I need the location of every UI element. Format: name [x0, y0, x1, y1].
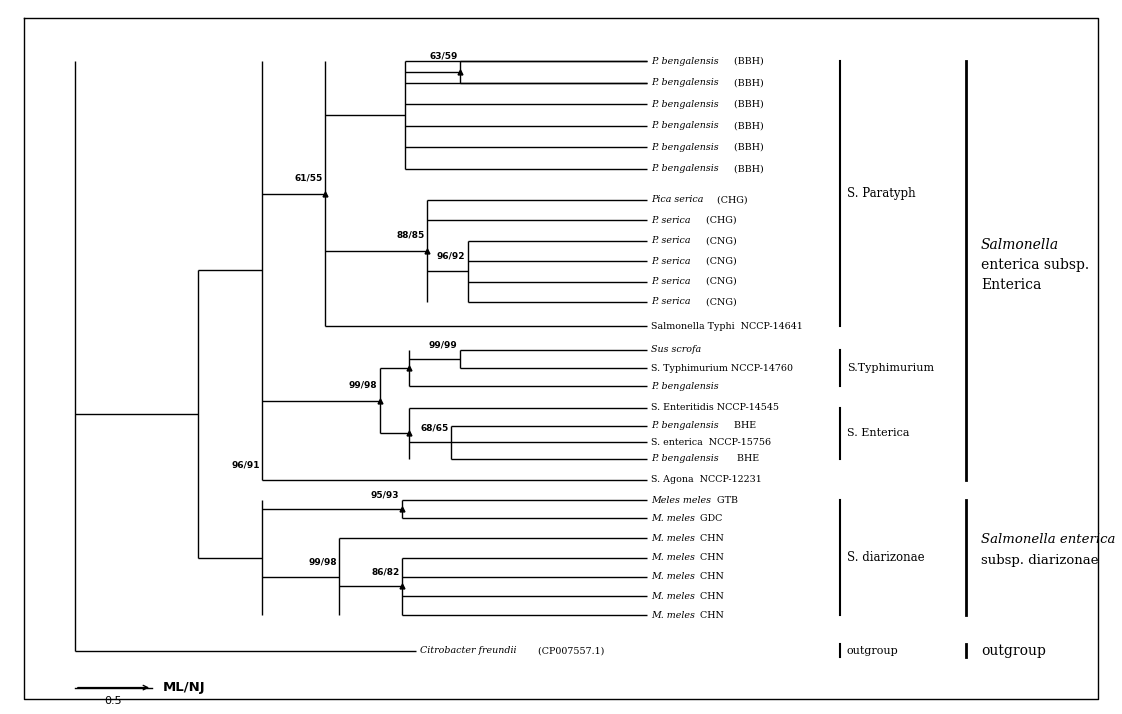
Text: Enterica: Enterica — [981, 278, 1041, 292]
Text: P. serica: P. serica — [651, 256, 691, 266]
Text: (BBH): (BBH) — [732, 100, 764, 109]
Text: 95/93: 95/93 — [371, 491, 399, 499]
Text: CHN: CHN — [697, 611, 724, 620]
Text: P. serica (CNG): P. serica (CNG) — [651, 256, 725, 266]
Text: GDC: GDC — [697, 514, 723, 523]
Text: 99/98: 99/98 — [349, 381, 377, 390]
Text: Salmonella: Salmonella — [981, 238, 1059, 252]
Text: BHE: BHE — [732, 454, 760, 463]
Text: M. meles: M. meles — [651, 592, 695, 600]
Text: M. meles: M. meles — [651, 534, 695, 543]
Text: Salmonella Typhi  NCCP-14641: Salmonella Typhi NCCP-14641 — [651, 321, 803, 331]
Text: Citrobacter freundii (CP007557.1): Citrobacter freundii (CP007557.1) — [421, 646, 586, 655]
Text: (BBH): (BBH) — [732, 78, 764, 87]
Text: 86/82: 86/82 — [371, 568, 399, 577]
Text: M. meles: M. meles — [651, 514, 695, 523]
Text: 96/91: 96/91 — [231, 461, 259, 470]
Text: Pica serica (CHG): Pica serica (CHG) — [651, 196, 737, 204]
Text: P. bengalensis: P. bengalensis — [651, 100, 719, 109]
Text: S. Typhimurium NCCP-14760: S. Typhimurium NCCP-14760 — [651, 363, 793, 373]
Text: (CHG): (CHG) — [702, 216, 736, 225]
Text: P. bengalensis  BHE: P. bengalensis BHE — [651, 454, 747, 463]
Text: CHN: CHN — [697, 573, 724, 581]
Text: P. serica: P. serica — [651, 236, 691, 245]
Text: P. serica (CHG): P. serica (CHG) — [651, 216, 725, 225]
Text: M. meles GDC: M. meles GDC — [651, 514, 720, 523]
Text: (BBH): (BBH) — [732, 56, 764, 66]
Text: (CNG): (CNG) — [702, 298, 736, 306]
Text: P. bengalensis: P. bengalensis — [651, 454, 719, 463]
Text: 0.5: 0.5 — [104, 696, 122, 706]
Text: outgroup: outgroup — [847, 645, 899, 655]
Text: (CNG): (CNG) — [702, 277, 736, 286]
Text: P. bengalensis BHE: P. bengalensis BHE — [651, 421, 744, 431]
Text: 68/65: 68/65 — [421, 423, 449, 433]
Text: CHN: CHN — [697, 553, 724, 562]
Text: M. meles CHN: M. meles CHN — [651, 592, 723, 600]
Text: S. Enterica: S. Enterica — [847, 428, 910, 438]
Text: P. serica: P. serica — [651, 277, 691, 286]
Text: Salmonella enterica: Salmonella enterica — [981, 533, 1115, 545]
Text: enterica subsp.: enterica subsp. — [981, 258, 1089, 272]
Text: 99/98: 99/98 — [309, 558, 337, 567]
Text: M. meles CHN: M. meles CHN — [651, 573, 723, 581]
Text: P. bengalensis (BBH): P. bengalensis (BBH) — [651, 99, 752, 109]
Text: P. bengalensis: P. bengalensis — [651, 382, 719, 391]
Text: P. bengalensis: P. bengalensis — [651, 164, 719, 173]
Text: P. serica (CNG): P. serica (CNG) — [651, 277, 725, 286]
Text: Sus scrofa: Sus scrofa — [651, 346, 701, 354]
Text: P. bengalensis (BBH): P. bengalensis (BBH) — [651, 78, 752, 87]
Text: ML/NJ: ML/NJ — [163, 681, 205, 694]
Text: (CNG): (CNG) — [702, 236, 736, 245]
Text: P. bengalensis: P. bengalensis — [651, 56, 719, 66]
Text: Meles meles GTB: Meles meles GTB — [651, 496, 735, 505]
Text: 99/99: 99/99 — [429, 340, 458, 349]
Text: (BBH): (BBH) — [732, 143, 764, 151]
Text: S. Agona  NCCP-12231: S. Agona NCCP-12231 — [651, 476, 762, 484]
Text: P. bengalensis (BBH): P. bengalensis (BBH) — [651, 164, 752, 173]
Text: P. bengalensis (BBH): P. bengalensis (BBH) — [651, 121, 752, 130]
Text: P. bengalensis: P. bengalensis — [651, 421, 719, 431]
Text: M. meles CHN: M. meles CHN — [651, 553, 723, 562]
Text: CHN: CHN — [697, 592, 724, 600]
Text: P. bengalensis (BBH): P. bengalensis (BBH) — [651, 143, 752, 151]
Text: (BBH): (BBH) — [732, 164, 764, 173]
Text: BHE: BHE — [732, 421, 756, 431]
Text: M. meles: M. meles — [651, 573, 695, 581]
Text: (CNG): (CNG) — [702, 256, 736, 266]
Text: S. diarizonae: S. diarizonae — [847, 551, 925, 564]
Text: S.Typhimurium: S.Typhimurium — [847, 363, 934, 373]
Text: P. bengalensis: P. bengalensis — [651, 121, 719, 130]
Text: 88/85: 88/85 — [396, 231, 424, 240]
Text: Citrobacter freundii: Citrobacter freundii — [421, 646, 517, 655]
Text: (BBH): (BBH) — [732, 121, 764, 130]
Text: outgroup: outgroup — [981, 643, 1046, 658]
Text: M. meles CHN: M. meles CHN — [651, 534, 723, 543]
Text: 63/59: 63/59 — [430, 52, 458, 61]
Text: P. bengalensis: P. bengalensis — [651, 78, 719, 87]
Text: Meles meles: Meles meles — [651, 496, 711, 505]
Text: P. serica: P. serica — [651, 216, 691, 225]
Text: S. Enteritidis NCCP-14545: S. Enteritidis NCCP-14545 — [651, 403, 779, 412]
Text: Pica serica: Pica serica — [651, 196, 703, 204]
Text: 61/55: 61/55 — [294, 174, 322, 183]
Text: M. meles: M. meles — [651, 611, 695, 620]
Text: (CHG): (CHG) — [714, 196, 747, 204]
Text: P. bengalensis: P. bengalensis — [651, 143, 719, 151]
Text: (CP007557.1): (CP007557.1) — [534, 646, 604, 655]
Text: S. enterica  NCCP-15756: S. enterica NCCP-15756 — [651, 438, 771, 447]
Text: P. serica (CNG): P. serica (CNG) — [651, 236, 725, 245]
Text: S. Paratyph: S. Paratyph — [847, 187, 916, 200]
Text: CHN: CHN — [697, 534, 724, 543]
Text: M. meles: M. meles — [651, 553, 695, 562]
Text: GTB: GTB — [714, 496, 738, 505]
Text: subsp. diarizonae: subsp. diarizonae — [981, 553, 1098, 566]
Text: M. meles CHN: M. meles CHN — [651, 611, 723, 620]
Text: 96/92: 96/92 — [436, 251, 466, 261]
Text: P. serica (CNG): P. serica (CNG) — [651, 298, 725, 306]
Text: P. serica: P. serica — [651, 298, 691, 306]
Text: P. bengalensis (BBH): P. bengalensis (BBH) — [651, 56, 752, 66]
